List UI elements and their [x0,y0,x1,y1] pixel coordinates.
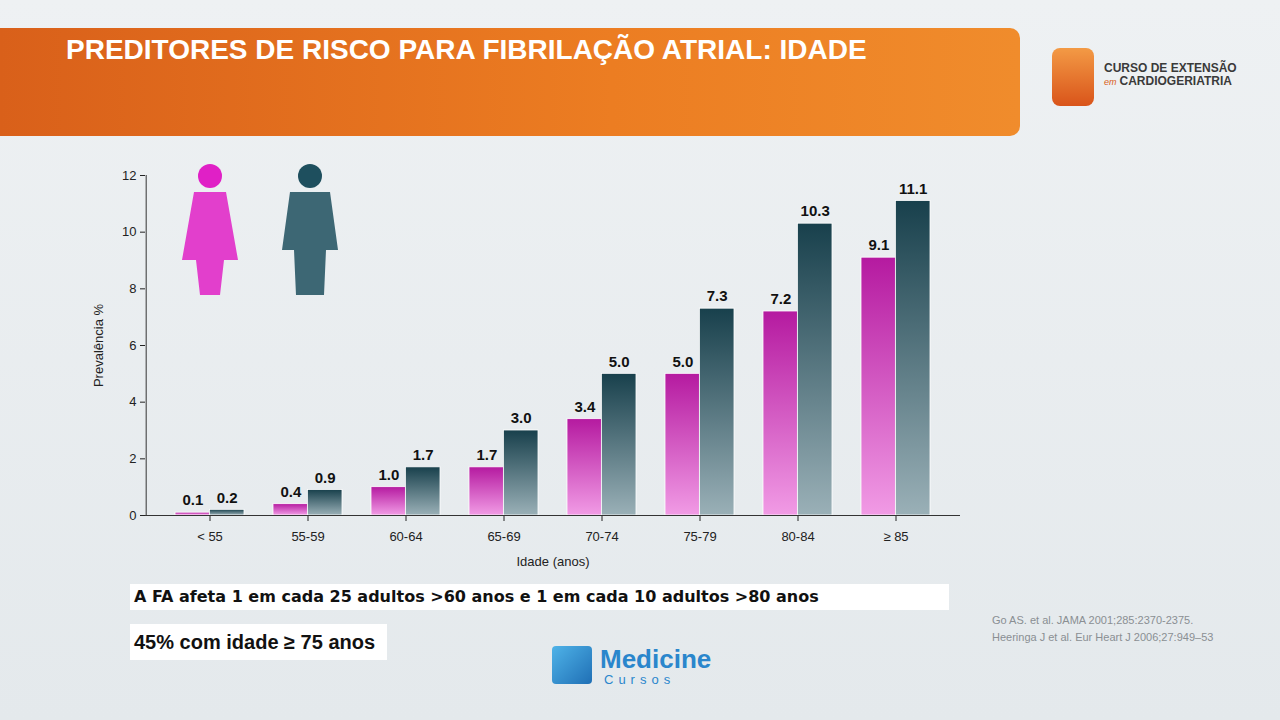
svg-text:3.0: 3.0 [511,409,532,426]
svg-text:10: 10 [122,224,136,239]
svg-text:7.3: 7.3 [707,287,728,304]
svg-text:80-84: 80-84 [781,529,814,544]
svg-text:11.1: 11.1 [899,180,927,197]
html-text:Cursos: Cursos [604,672,676,687]
svg-text:0.1: 0.1 [182,491,203,508]
svg-text:0.2: 0.2 [217,489,238,506]
svg-text:0.4: 0.4 [280,483,302,500]
svg-text:4: 4 [129,394,136,409]
svg-text:65-69: 65-69 [487,529,520,544]
svg-text:0: 0 [129,508,136,523]
svg-text:5.0: 5.0 [609,353,630,370]
svg-text:2: 2 [129,451,136,466]
svg-text:≥ 85: ≥ 85 [883,529,908,544]
svg-text:75-79: 75-79 [683,529,716,544]
svg-text:Idade (anos): Idade (anos) [517,554,590,569]
svg-text:0.9: 0.9 [315,469,336,486]
svg-text:3.4: 3.4 [574,398,596,415]
svg-text:6: 6 [129,338,136,353]
svg-text:60-64: 60-64 [389,529,422,544]
html-text:Go AS. et al. JAMA 2001;285:23: Go AS. et al. JAMA 2001;285:2370-2375. [992,614,1194,626]
html-text:Heeringa J et al. Eur Heart J: Heeringa J et al. Eur Heart J 2006;27:94… [992,631,1214,643]
html-text:CURSO DE EXTENSÃO: CURSO DE EXTENSÃO [1104,61,1237,75]
html-text:em CARDIOGERIATRIA: em CARDIOGERIATRIA [1104,74,1232,88]
svg-text:1.7: 1.7 [476,446,497,463]
svg-text:12: 12 [122,168,136,183]
svg-text:10.3: 10.3 [801,202,830,219]
svg-text:5.0: 5.0 [672,353,693,370]
svg-text:Prevalência %: Prevalência % [91,304,106,388]
html-text:A FA afeta 1 em cada 25 adulto: A FA afeta 1 em cada 25 adultos >60 anos… [134,587,819,606]
svg-text:< 55: < 55 [197,529,223,544]
svg-text:55-59: 55-59 [291,529,324,544]
html-text:PREDITORES DE RISCO PARA FIBRI: PREDITORES DE RISCO PARA FIBRILAÇÃO ATRI… [66,34,867,65]
svg-text:70-74: 70-74 [585,529,618,544]
svg-text:8: 8 [129,281,136,296]
svg-text:7.2: 7.2 [770,290,791,307]
html-text:Medicine: Medicine [600,644,712,674]
svg-text:9.1: 9.1 [868,236,889,253]
html-text:45% com idade ≥ 75 anos: 45% com idade ≥ 75 anos [134,631,376,653]
svg-text:1.0: 1.0 [378,466,399,483]
svg-text:1.7: 1.7 [413,446,434,463]
